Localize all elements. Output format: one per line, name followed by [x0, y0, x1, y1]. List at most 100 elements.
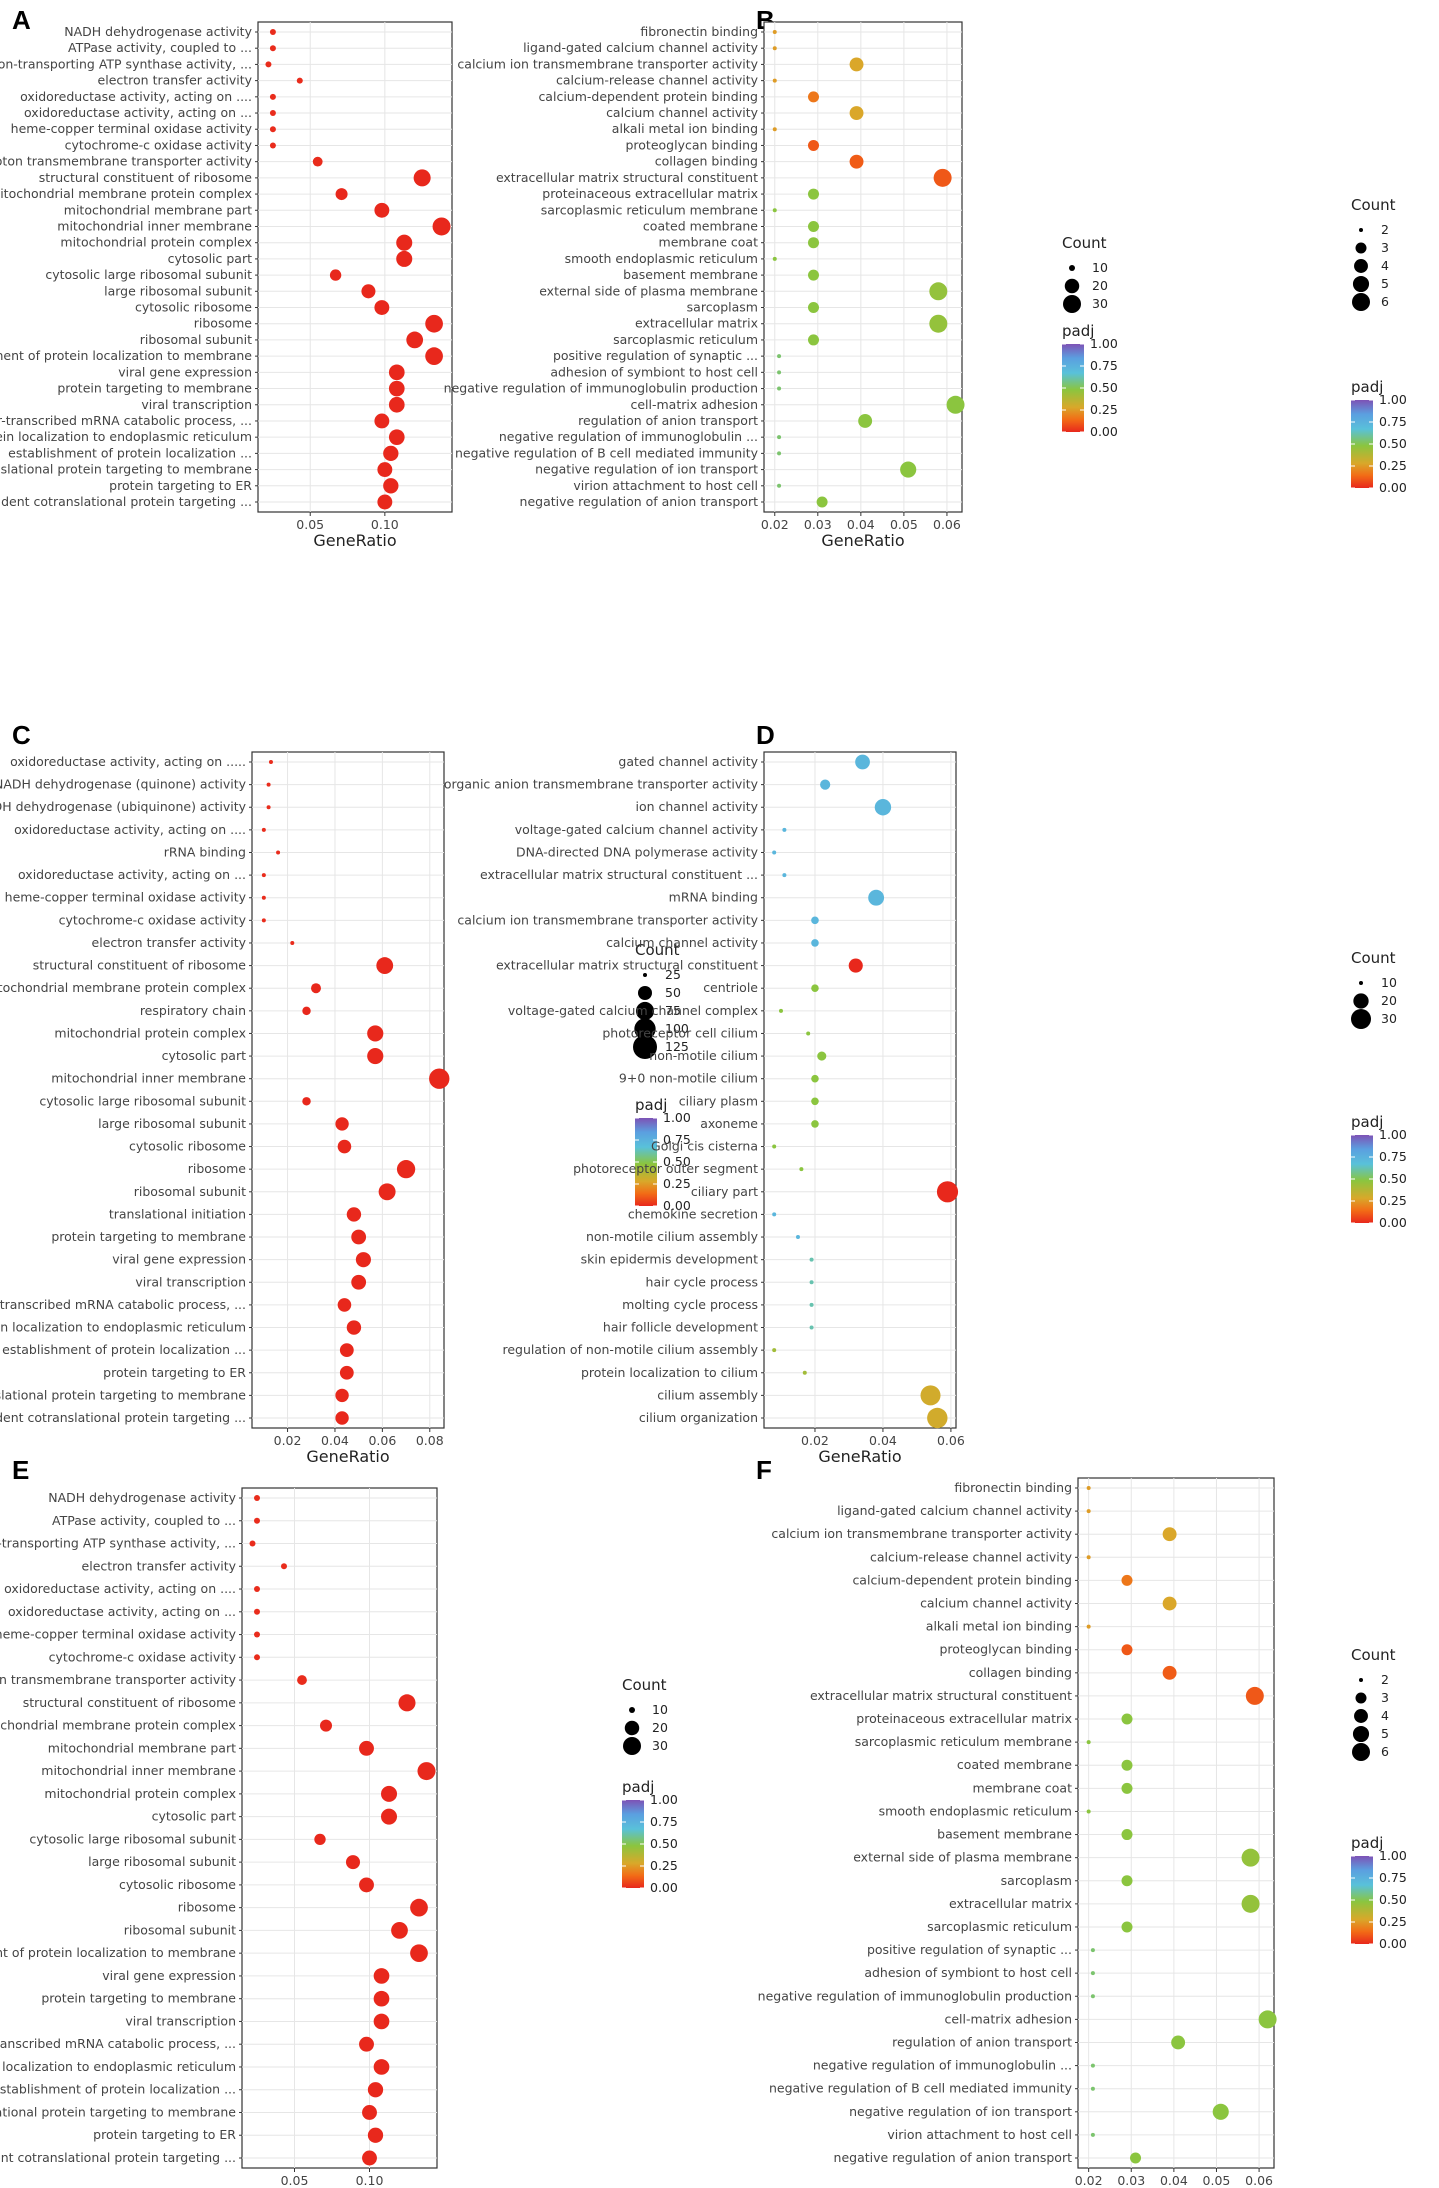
size-legend-dot	[1359, 228, 1363, 232]
term-label: structural constituent of ribosome	[23, 1695, 237, 1710]
data-point	[808, 139, 819, 151]
data-point	[1090, 1971, 1095, 1976]
term-label: cytochrome-c oxidase activity	[59, 912, 247, 927]
color-legend-label: 0.25	[1379, 1193, 1407, 1208]
data-point	[1086, 1486, 1091, 1490]
data-point	[936, 1181, 959, 1203]
data-point	[388, 429, 405, 446]
panel-letter: E	[12, 1455, 29, 1485]
term-label: regulation of anion transport	[892, 2034, 1072, 2049]
data-point	[1245, 1686, 1264, 1705]
size-legend-label: 100	[665, 1021, 689, 1036]
data-point	[811, 984, 819, 992]
term-label: ATPase activity, coupled to ...	[68, 40, 252, 55]
data-point	[302, 1097, 311, 1106]
term-label: alkali metal ion binding	[612, 121, 758, 136]
term-label: ribosome	[178, 1900, 237, 1915]
data-point	[335, 1388, 349, 1403]
data-point	[874, 799, 892, 816]
term-label: regulation of anion transport	[578, 413, 758, 428]
data-point	[1090, 2086, 1095, 2091]
term-label: membrane coat	[659, 235, 759, 250]
data-point	[276, 850, 281, 855]
plot-area	[241, 1487, 438, 2169]
term-label: ribosomal subunit	[134, 1184, 246, 1199]
term-label: ciliary plasm	[679, 1093, 758, 1108]
x-tick-label: 0.02	[801, 1433, 829, 1448]
term-label: external side of plasma membrane	[853, 1850, 1072, 1865]
plot-area	[763, 751, 957, 1429]
term-label: heme-copper terminal oxidase activity	[5, 890, 247, 905]
data-point	[1086, 1624, 1091, 1629]
x-tick-label: 0.10	[356, 2173, 384, 2188]
data-point	[1121, 1875, 1133, 1887]
term-label: cytosolic ribosome	[129, 1139, 246, 1154]
color-legend-bar	[622, 1800, 644, 1888]
data-point	[920, 1385, 941, 1406]
data-point	[1090, 1948, 1095, 1953]
x-axis-title: GeneRatio	[821, 531, 904, 550]
size-legend-dot	[624, 1720, 640, 1736]
panel-letter: D	[756, 720, 775, 750]
color-legend-label: 0.50	[650, 1836, 678, 1851]
term-label: alkali metal ion binding	[926, 1619, 1072, 1634]
data-point	[772, 850, 777, 855]
color-legend-title: padj	[622, 1778, 654, 1796]
term-label: inner mitochondrial membrane protein com…	[0, 1718, 236, 1733]
data-point	[406, 331, 424, 349]
size-legend-dot	[1353, 993, 1369, 1009]
term-label: extracellular matrix structural constitu…	[480, 867, 758, 882]
data-point	[772, 1212, 777, 1217]
data-point	[269, 45, 276, 52]
term-label: ribosomal subunit	[140, 332, 252, 347]
data-point	[772, 1144, 777, 1149]
term-label: hair follicle development	[603, 1320, 758, 1335]
term-label: proteoglycan binding	[625, 137, 758, 152]
x-tick-label: 0.04	[847, 517, 875, 532]
x-tick-label: 0.06	[1245, 2173, 1273, 2188]
data-point	[359, 2036, 374, 2052]
data-point	[374, 202, 390, 218]
data-point	[345, 1855, 361, 1870]
term-label: smooth endoplasmic reticulum	[879, 1803, 1072, 1818]
color-legend-label: 1.00	[1379, 1127, 1407, 1142]
term-label: cytosolic part	[168, 251, 253, 266]
data-point	[269, 110, 276, 117]
data-point	[268, 760, 273, 764]
term-label: organic anion transmembrane transporter …	[444, 777, 759, 792]
data-point	[809, 1280, 814, 1285]
term-label: collagen binding	[969, 1665, 1072, 1680]
term-label: NADH dehydrogenase (quinone) activity	[0, 777, 247, 792]
data-point	[374, 300, 390, 315]
color-legend-label: 0.25	[1090, 402, 1118, 417]
data-point	[388, 380, 405, 397]
size-legend-dot	[1352, 293, 1370, 311]
color-legend-label: 1.00	[650, 1792, 678, 1807]
data-point	[782, 827, 787, 832]
data-point	[281, 1563, 287, 1570]
data-point	[1121, 1782, 1133, 1794]
data-point	[429, 1068, 450, 1089]
term-label: cytochrome-c oxidase activity	[49, 1649, 237, 1664]
data-point	[261, 873, 266, 878]
term-label: viral transcription	[125, 2013, 236, 2028]
data-point	[802, 1370, 807, 1375]
data-point	[809, 1302, 814, 1307]
term-label: mitochondrial inner membrane	[57, 218, 252, 233]
term-label: protein targeting to membrane	[57, 381, 252, 396]
data-point	[1212, 2103, 1229, 2120]
color-legend-label: 0.75	[1379, 414, 1407, 429]
data-point	[249, 1540, 256, 1547]
term-label: cotranslational protein targeting to mem…	[0, 462, 252, 477]
term-label: extracellular matrix structural constitu…	[496, 958, 758, 973]
term-label: regulation of non-motile cilium assembly	[502, 1342, 758, 1357]
term-label: ribosomal subunit	[124, 1922, 236, 1937]
data-point	[1121, 1574, 1133, 1586]
term-label: protein localization to endoplasmic reti…	[0, 429, 252, 444]
term-label: sarcoplasmic reticulum	[613, 332, 758, 347]
term-label: translational initiation	[109, 1206, 246, 1221]
term-label: protein localization to cilium	[581, 1365, 758, 1380]
size-legend-dot	[1352, 1725, 1370, 1743]
